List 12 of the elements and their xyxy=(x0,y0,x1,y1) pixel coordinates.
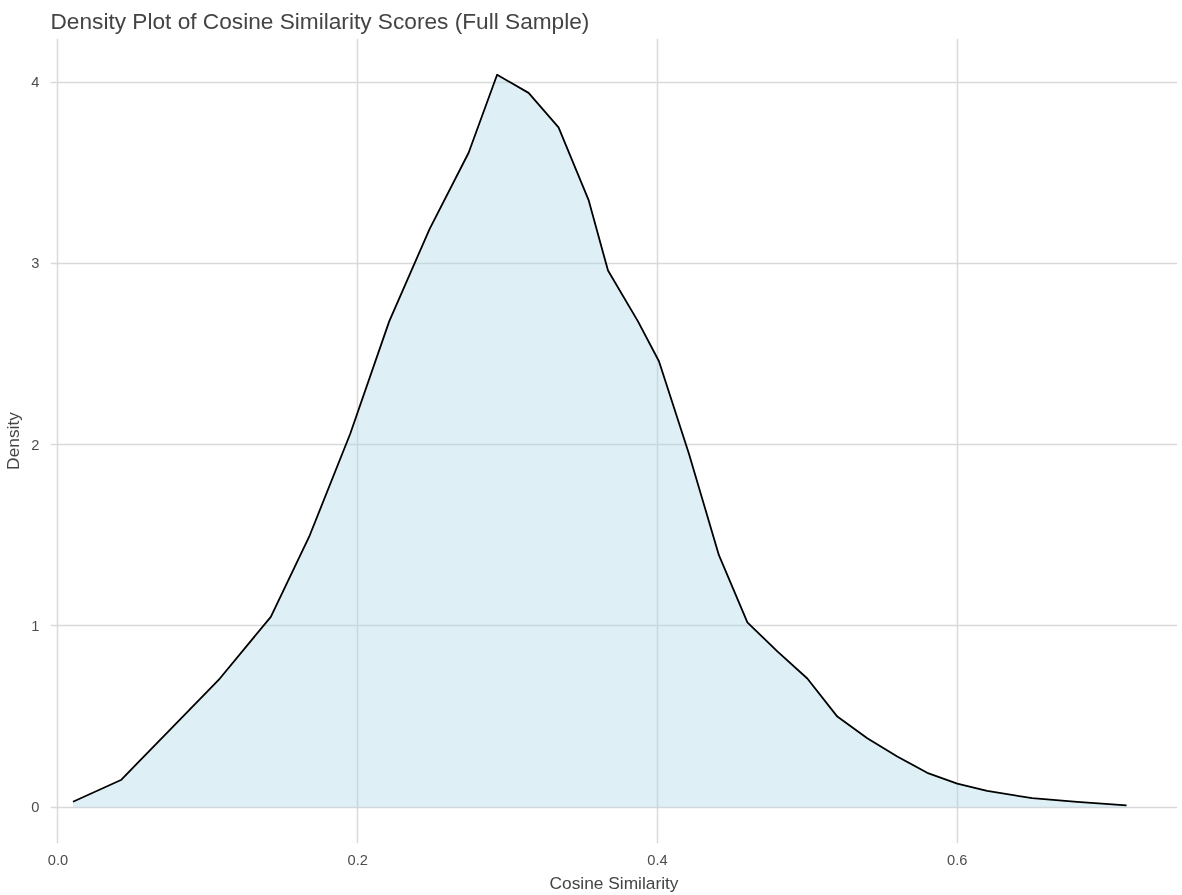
x-tick-label: 0.0 xyxy=(47,851,69,868)
x-tick-label: 0.4 xyxy=(647,851,668,868)
x-tick-label: 0.2 xyxy=(347,851,368,868)
chart-title: Density Plot of Cosine Similarity Scores (Full Sample) xyxy=(50,7,590,34)
x-axis-title: Cosine Similarity xyxy=(549,872,679,893)
y-tick-label: 2 xyxy=(31,436,40,453)
y-tick-label: 3 xyxy=(31,255,40,272)
y-axis-title: Density xyxy=(3,411,24,470)
y-tick-label: 0 xyxy=(31,799,40,816)
y-tick-label: 4 xyxy=(31,74,40,91)
x-tick-label: 0.6 xyxy=(947,851,968,868)
y-tick-label: 1 xyxy=(31,617,40,634)
